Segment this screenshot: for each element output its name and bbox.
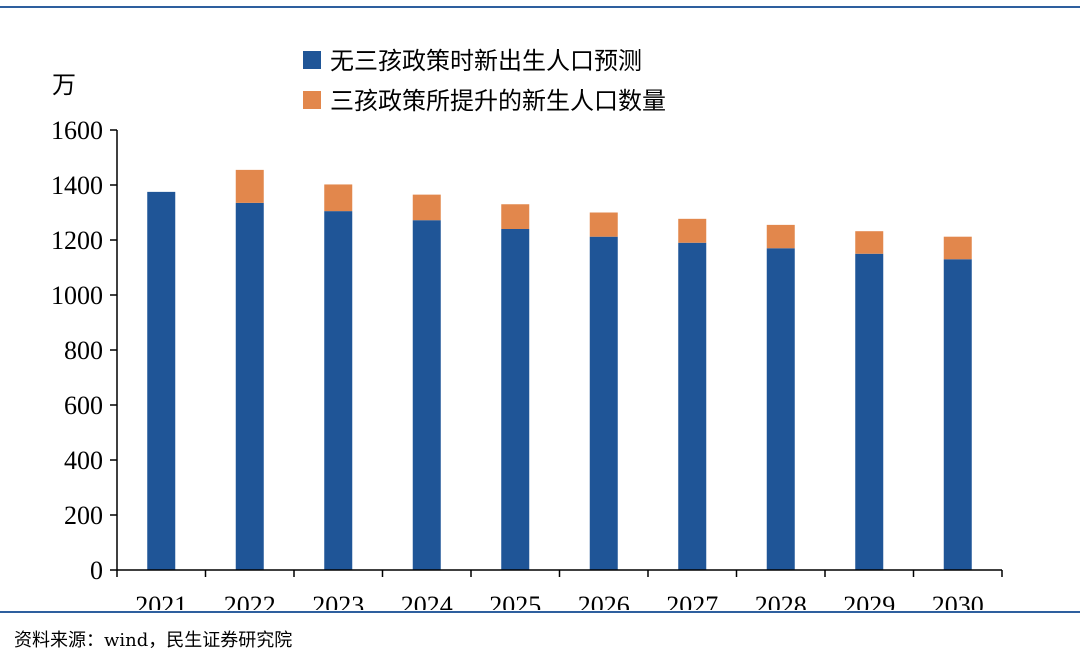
x-tick-label-2030: 2030 [932,591,984,610]
x-tick-label-2021: 2021 [135,591,187,610]
y-tick-label: 800 [64,336,103,365]
y-tick-label: 1200 [51,226,103,255]
bar-base-2021 [147,191,176,570]
x-axis: 2021 2022 2023 2024 2025 2026 2027 2028 2029 2030 [116,569,1003,610]
x-tick-label-2025: 2025 [489,591,541,610]
x-tick-label-2026: 2026 [578,591,630,610]
bar-increase-2029 [855,231,884,254]
bar-base-2028 [766,248,795,570]
y-tick-label: 0 [90,556,103,585]
y-tick-label: 600 [64,391,103,420]
bar-increase-2026 [589,212,618,237]
bar-base-2030 [943,259,972,570]
bars [147,169,972,570]
y-unit-label: 万 [52,71,76,99]
x-tick-label-2029: 2029 [843,591,895,610]
x-tick-label-2022: 2022 [224,591,276,610]
y-tick-label: 200 [64,501,103,530]
bar-increase-2022 [235,169,264,203]
bar-base-2023 [324,211,353,570]
bottom-rule [0,611,1080,613]
bar-base-2026 [589,236,618,570]
bar-base-2027 [678,242,707,570]
legend-label-2: 三孩政策所提升的新生人口数量 [330,87,666,115]
x-tick-label-2024: 2024 [401,591,453,610]
y-axis: 0 200 400 600 800 1000 1200 1400 1600 [51,116,118,585]
bar-base-2029 [855,253,884,570]
bar-increase-2030 [943,236,972,260]
x-tick-label-2023: 2023 [312,591,364,610]
y-tick-label: 400 [64,446,103,475]
top-rule [0,6,1080,8]
x-tick-label-2027: 2027 [666,591,718,610]
bar-increase-2027 [678,218,707,243]
bar-increase-2025 [501,204,530,229]
bar-base-2022 [235,202,264,570]
y-tick-label: 1600 [51,116,103,145]
x-tick-label-2028: 2028 [755,591,807,610]
legend-swatch-2 [303,91,321,109]
bar-base-2025 [501,229,530,570]
y-tick-label: 1000 [51,281,103,310]
bar-increase-2024 [412,194,441,221]
legend-swatch-1 [303,51,321,69]
bar-increase-2028 [766,224,795,249]
legend-label-1: 无三孩政策时新出生人口预测 [330,47,642,75]
y-tick-label: 1400 [51,171,103,200]
bar-base-2024 [412,220,441,570]
source-note: 资料来源：wind，民生证券研究院 [14,630,293,651]
bar-increase-2023 [324,184,353,212]
